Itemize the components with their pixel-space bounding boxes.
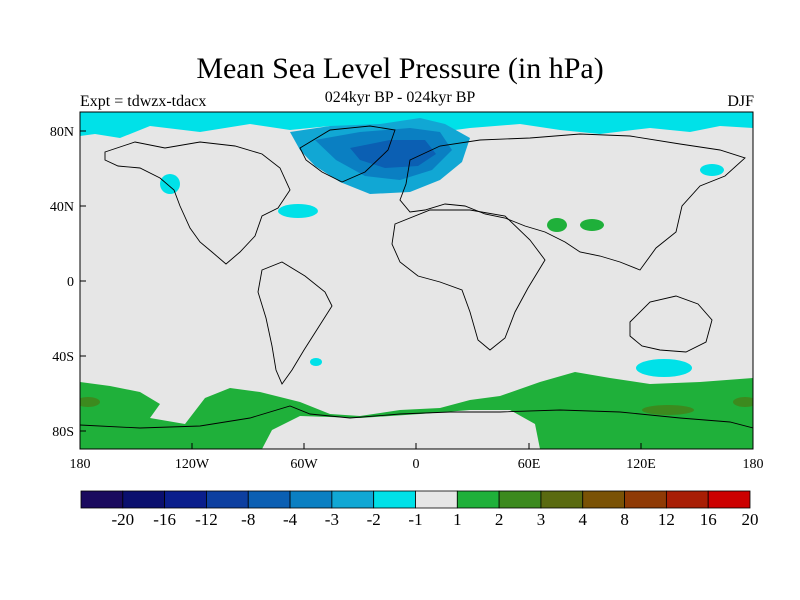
season-label: DJF xyxy=(727,93,754,110)
eurasia-coast xyxy=(399,133,746,271)
southern-ocean-positive-band xyxy=(80,372,753,449)
colorbar: -20 -16 -12 -8 -4 -3 -2 -1 1 2 3 4 8 12 16 20 xyxy=(80,490,759,529)
colorbar-swatch xyxy=(122,490,166,509)
y-axis: 80N 40N 0 40S 80S xyxy=(50,125,74,440)
bering-patch xyxy=(700,164,724,176)
colorbar-swatch xyxy=(373,490,416,509)
colorbar-label: -2 xyxy=(367,510,381,529)
colorbar-label: -1 xyxy=(408,510,422,529)
x-tick-label: 120E xyxy=(626,457,656,472)
x-tick-label: 120W xyxy=(175,457,210,472)
x-tick-label: 0 xyxy=(413,457,420,472)
colorbar-swatch xyxy=(498,490,542,509)
colorbar-swatch xyxy=(707,490,751,509)
colorbar-label: -16 xyxy=(153,510,176,529)
colorbar-label: -3 xyxy=(325,510,339,529)
australia-coast xyxy=(629,295,713,353)
colorbar-swatch xyxy=(540,490,584,509)
y-tick-label: 40S xyxy=(52,350,74,365)
y-tick-label: 0 xyxy=(67,275,74,290)
south-america-coast xyxy=(257,261,333,385)
experiment-label: Expt = tdwzx-tdacx xyxy=(80,93,207,110)
colorbar-label: 12 xyxy=(658,510,675,529)
colorbar-swatch xyxy=(331,490,375,509)
south-atlantic-patch xyxy=(310,358,322,366)
africa-coast xyxy=(391,209,546,351)
y-tick-label: 40N xyxy=(50,200,74,215)
east-antarctic-patch xyxy=(642,405,694,415)
map-title: Mean Sea Level Pressure (in hPa) xyxy=(196,52,604,85)
x-tick-label: 180 xyxy=(70,457,91,472)
x-tick-label: 60W xyxy=(290,457,318,472)
pacific-patch xyxy=(160,174,180,194)
north-atlantic-anomaly-center xyxy=(350,140,436,168)
colorbar-swatch xyxy=(164,490,207,509)
south-indian-patch xyxy=(636,359,692,377)
colorbar-swatch xyxy=(206,490,249,509)
north-america-coast xyxy=(104,141,291,265)
colorbar-label: -4 xyxy=(283,510,298,529)
colorbar-label: 2 xyxy=(495,510,504,529)
y-tick-label: 80S xyxy=(52,425,74,440)
greenland-coast xyxy=(299,125,396,183)
colorbar-label: 1 xyxy=(453,510,462,529)
tick-marks xyxy=(79,130,754,449)
coastlines xyxy=(80,125,753,429)
colorbar-swatch xyxy=(665,490,709,509)
tibet-patch xyxy=(547,218,567,232)
colorbar-swatch xyxy=(289,490,333,509)
atlantic-patch xyxy=(278,204,318,218)
colorbar-label: 3 xyxy=(537,510,546,529)
colorbar-label: -12 xyxy=(195,510,218,529)
y-tick-label: 80N xyxy=(50,125,74,140)
colorbar-label: -8 xyxy=(241,510,255,529)
colorbar-swatch xyxy=(80,490,124,509)
colorbar-label: 4 xyxy=(579,510,588,529)
colorbar-swatch xyxy=(415,490,458,509)
anomaly-fields xyxy=(80,112,753,449)
ross-patch xyxy=(80,397,100,407)
antarctic-neutral-gap xyxy=(262,410,540,449)
colorbar-swatch xyxy=(624,490,667,509)
map-subtitle: 024kyr BP - 024kyr BP xyxy=(324,89,476,106)
x-tick-label: 180 xyxy=(743,457,764,472)
colorbar-swatch xyxy=(456,490,500,509)
antarctica-coast xyxy=(80,405,753,429)
colorbar-label: 20 xyxy=(742,510,759,529)
wilkes-patch xyxy=(733,397,753,407)
x-tick-label: 60E xyxy=(518,457,541,472)
himalaya-patch xyxy=(580,219,604,231)
x-axis: 180 120W 60W 0 60E 120E 180 xyxy=(70,457,764,472)
colorbar-label: 8 xyxy=(620,510,629,529)
colorbar-swatch xyxy=(247,490,291,509)
colorbar-swatch xyxy=(582,490,625,509)
colorbar-label: -20 xyxy=(111,510,134,529)
colorbar-label: 16 xyxy=(700,510,717,529)
